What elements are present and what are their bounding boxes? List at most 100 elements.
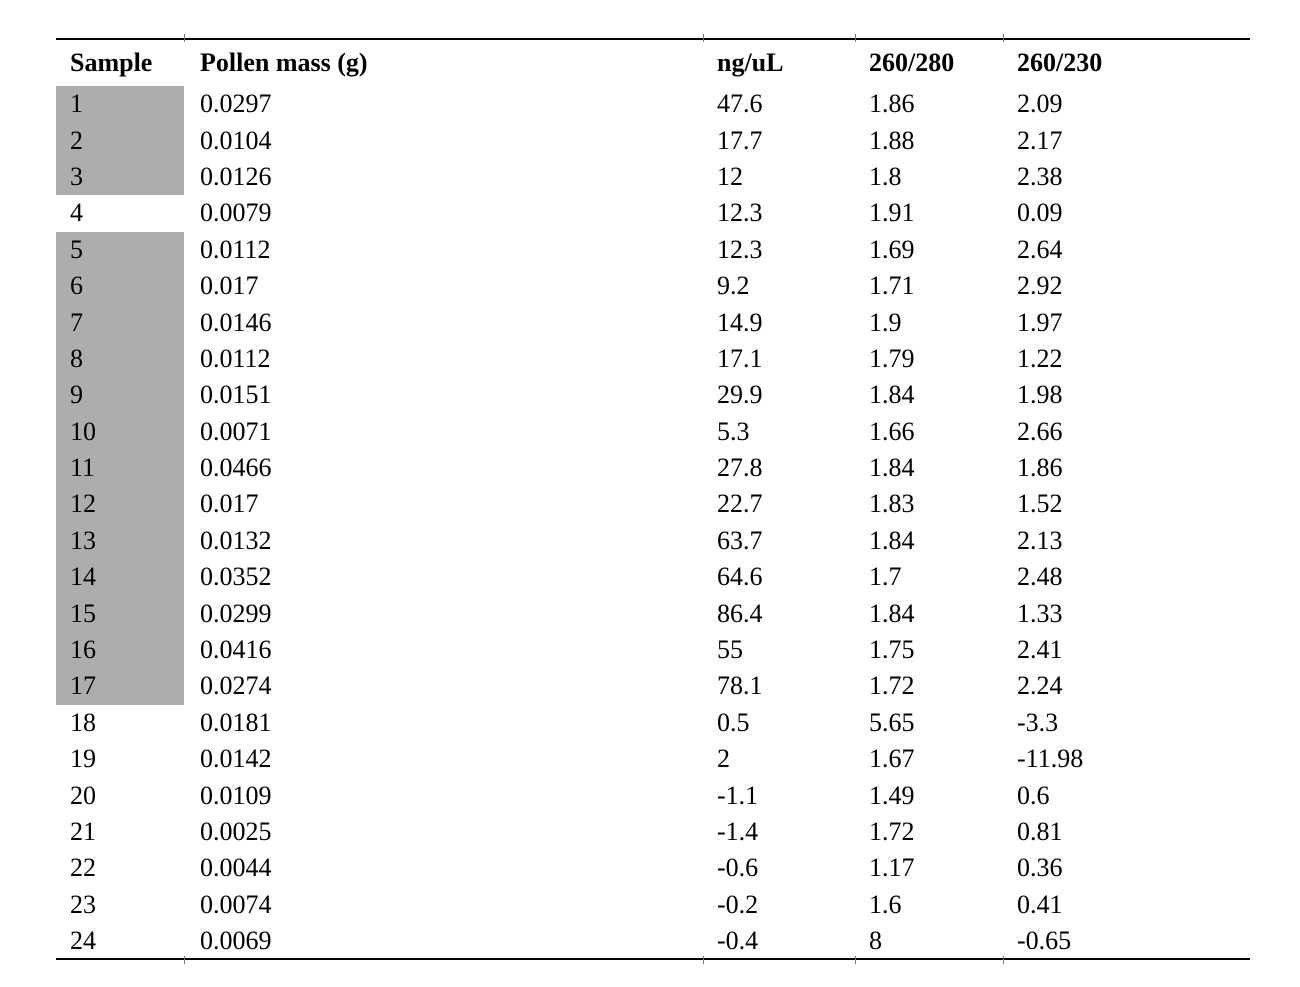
pollen-mass-cell: 0.0142 bbox=[200, 744, 272, 774]
ratio-260-280-cell: 1.72 bbox=[869, 817, 915, 846]
ng-ul-cell: -0.4 bbox=[717, 925, 759, 955]
pollen-mass-cell: 0.0181 bbox=[200, 707, 272, 737]
sample-number-cell: 16 bbox=[56, 631, 184, 669]
ng-ul-cell: 64.6 bbox=[717, 562, 763, 592]
pollen-mass-cell: 0.0297 bbox=[200, 89, 272, 119]
column-header-ng-ul: ng/uL bbox=[717, 48, 784, 77]
table-row: 1 0.0297 47.6 1.86 2.09 bbox=[56, 86, 1250, 123]
ng-ul-cell: 27.8 bbox=[717, 453, 763, 483]
sample-number-cell: 14 bbox=[56, 559, 184, 596]
ratio-260-280-cell: 1.8 bbox=[869, 161, 902, 191]
sample-number-cell: 13 bbox=[56, 522, 184, 560]
pollen-mass-cell: 0.0146 bbox=[200, 307, 272, 337]
ratio-260-230-cell: 2.41 bbox=[1017, 635, 1063, 665]
column-boundary-tick bbox=[184, 34, 185, 42]
table-row: 11 0.0466 27.8 1.84 1.86 bbox=[56, 449, 1250, 487]
ratio-260-280-cell: 1.66 bbox=[869, 416, 915, 446]
sample-number-cell: 17 bbox=[56, 668, 184, 705]
table-row: 23 0.0074 -0.2 1.6 0.41 bbox=[56, 887, 1250, 923]
ratio-260-280-cell: 1.49 bbox=[869, 780, 915, 810]
sample-number-cell: 10 bbox=[56, 413, 184, 450]
column-header-sample: Sample bbox=[70, 48, 153, 77]
pollen-mass-cell: 0.0132 bbox=[200, 525, 272, 555]
sample-number-cell: 8 bbox=[56, 340, 184, 378]
ratio-260-230-cell: -3.3 bbox=[1017, 707, 1059, 737]
ng-ul-cell: -0.6 bbox=[717, 853, 759, 883]
pollen-mass-cell: 0.0079 bbox=[200, 198, 272, 228]
table-row: 12 0.017 22.7 1.83 1.52 bbox=[56, 486, 1250, 523]
ratio-260-280-cell: 1.72 bbox=[869, 671, 915, 701]
sample-number-cell: 5 bbox=[56, 231, 184, 268]
ratio-260-280-cell: 1.84 bbox=[869, 453, 915, 483]
ratio-260-280-cell: 1.84 bbox=[869, 525, 915, 555]
table-row: 17 0.0274 78.1 1.72 2.24 bbox=[56, 668, 1250, 705]
pollen-mass-cell: 0.0352 bbox=[200, 562, 272, 592]
table-row: 8 0.0112 17.1 1.79 1.22 bbox=[56, 340, 1250, 378]
pollen-mass-cell: 0.0299 bbox=[200, 598, 272, 628]
table-row: 20 0.0109 -1.1 1.49 0.6 bbox=[56, 777, 1250, 813]
ng-ul-cell: -0.2 bbox=[717, 889, 759, 919]
ratio-260-230-cell: 0.6 bbox=[1017, 780, 1050, 810]
table-row: 22 0.0044 -0.6 1.17 0.36 bbox=[56, 850, 1250, 886]
ng-ul-cell: 78.1 bbox=[717, 671, 763, 701]
table-row: 19 0.0142 2 1.67 -11.98 bbox=[56, 741, 1250, 777]
pollen-mass-cell: 0.0112 bbox=[200, 343, 271, 373]
column-boundary-tick bbox=[855, 34, 856, 42]
ratio-260-230-cell: 1.97 bbox=[1017, 307, 1063, 337]
table-row: 15 0.0299 86.4 1.84 1.33 bbox=[56, 595, 1250, 632]
table-row: 4 0.0079 12.3 1.91 0.09 bbox=[56, 195, 1250, 231]
pollen-mass-cell: 0.0416 bbox=[200, 635, 272, 665]
pollen-mass-cell: 0.0112 bbox=[200, 234, 271, 264]
ratio-260-230-cell: -11.98 bbox=[1017, 744, 1084, 774]
ng-ul-cell: 9.2 bbox=[717, 271, 750, 301]
ng-ul-cell: 12 bbox=[717, 161, 743, 191]
column-header-pollen-mass: Pollen mass (g) bbox=[200, 48, 368, 77]
column-boundary-tick bbox=[1003, 956, 1004, 964]
sample-number-cell: 18 bbox=[70, 707, 96, 737]
table-row: 9 0.0151 29.9 1.84 1.98 bbox=[56, 377, 1250, 414]
ng-ul-cell: -1.1 bbox=[717, 780, 759, 810]
ratio-260-230-cell: 2.13 bbox=[1017, 525, 1063, 555]
sample-number-cell: 6 bbox=[56, 267, 184, 305]
ng-ul-cell: 29.9 bbox=[717, 380, 763, 410]
ratio-260-230-cell: 2.09 bbox=[1017, 89, 1063, 119]
table-header: Sample Pollen mass (g) ng/uL 260/280 260… bbox=[56, 39, 1250, 86]
pollen-mass-cell: 0.017 bbox=[200, 271, 259, 301]
ratio-260-230-cell: 0.41 bbox=[1017, 889, 1063, 919]
pollen-mass-cell: 0.0274 bbox=[200, 671, 272, 701]
ng-ul-cell: 63.7 bbox=[717, 525, 763, 555]
ratio-260-230-cell: 2.24 bbox=[1017, 671, 1063, 701]
ratio-260-280-cell: 1.69 bbox=[869, 234, 915, 264]
table-row: 5 0.0112 12.3 1.69 2.64 bbox=[56, 231, 1250, 268]
ratio-260-280-cell: 1.91 bbox=[869, 198, 915, 228]
table-row: 24 0.0069 -0.4 8 -0.65 bbox=[56, 923, 1250, 959]
ratio-260-230-cell: 1.22 bbox=[1017, 343, 1063, 373]
ng-ul-cell: 17.7 bbox=[717, 125, 763, 155]
column-header-260-280: 260/280 bbox=[869, 48, 955, 77]
table-row: 10 0.0071 5.3 1.66 2.66 bbox=[56, 413, 1250, 450]
ratio-260-280-cell: 1.86 bbox=[869, 89, 915, 119]
ratio-260-230-cell: 0.81 bbox=[1017, 817, 1063, 846]
table-row: 18 0.0181 0.5 5.65 -3.3 bbox=[56, 705, 1250, 741]
sample-number-cell: 15 bbox=[56, 595, 184, 632]
ng-ul-cell: 2 bbox=[717, 744, 730, 774]
sample-number-cell: 9 bbox=[56, 377, 184, 414]
sample-number-cell: 7 bbox=[56, 304, 184, 341]
ratio-260-230-cell: 2.17 bbox=[1017, 125, 1063, 155]
sample-number-cell: 11 bbox=[56, 449, 184, 487]
ratio-260-280-cell: 1.75 bbox=[869, 635, 915, 665]
pollen-mass-cell: 0.0109 bbox=[200, 780, 272, 810]
ng-ul-cell: 5.3 bbox=[717, 416, 750, 446]
pollen-mass-cell: 0.0044 bbox=[200, 853, 272, 883]
ratio-260-280-cell: 1.7 bbox=[869, 562, 902, 592]
ratio-260-230-cell: 1.33 bbox=[1017, 598, 1063, 628]
column-header-260-230: 260/230 bbox=[1017, 48, 1103, 77]
pollen-mass-cell: 0.0466 bbox=[200, 453, 272, 483]
ng-ul-cell: -1.4 bbox=[717, 817, 759, 846]
ratio-260-280-cell: 1.67 bbox=[869, 744, 915, 774]
ratio-260-230-cell: 1.98 bbox=[1017, 380, 1063, 410]
ng-ul-cell: 47.6 bbox=[717, 89, 763, 119]
ratio-260-230-cell: 0.36 bbox=[1017, 853, 1063, 883]
pollen-mass-cell: 0.0126 bbox=[200, 161, 272, 191]
